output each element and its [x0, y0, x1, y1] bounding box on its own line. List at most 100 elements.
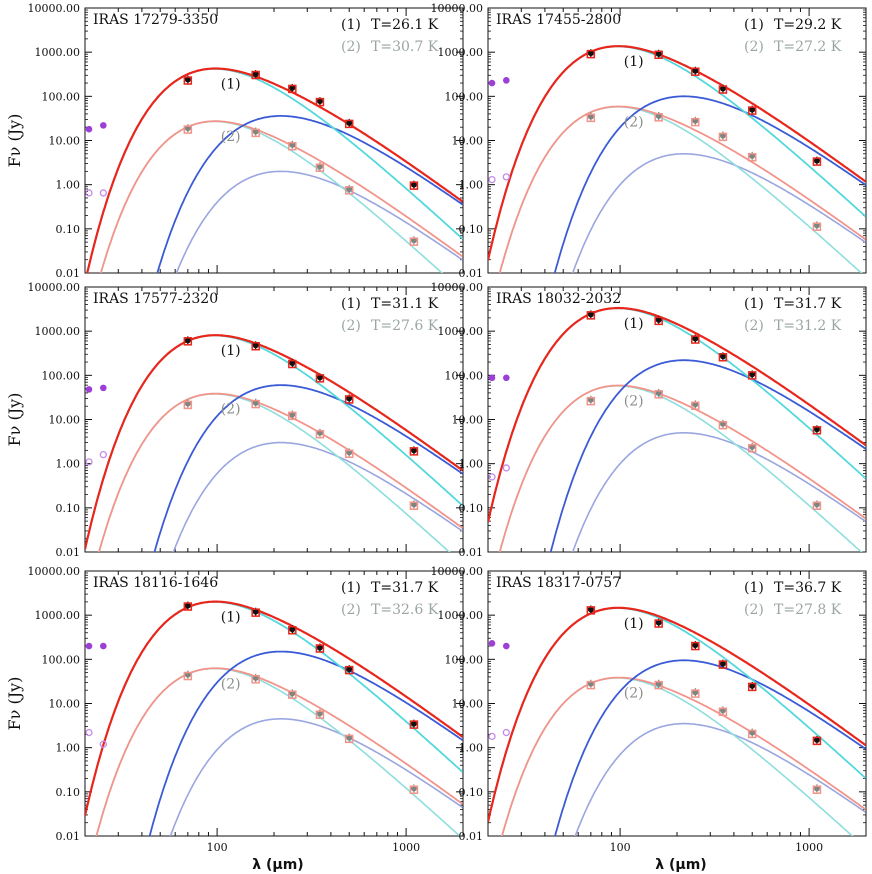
component-2-label: (2) — [744, 602, 764, 618]
component-2-temperature: T=30.7 K — [371, 39, 439, 55]
model-2-total-curve — [99, 120, 463, 273]
iras-point-2 — [488, 175, 496, 184]
y-tick-label: 1.00 — [459, 179, 484, 192]
model-point-1 — [315, 374, 325, 383]
curves — [85, 334, 463, 552]
iras-point-2 — [85, 189, 93, 197]
curve-label-1: (1) — [221, 77, 241, 93]
model-point-2 — [288, 690, 297, 699]
component-2-temperature: T=31.2 K — [774, 318, 842, 334]
model-point-2 — [691, 117, 700, 127]
y-tick-label: 10.00 — [452, 414, 484, 427]
curve-label-2: (2) — [624, 686, 644, 702]
panel-title: IRAS 17455-2800 — [496, 12, 621, 28]
model-2-cold-curve — [175, 170, 463, 273]
model-point-1 — [718, 85, 728, 94]
sed-panel-3: 10000.00 1000.00 100.00 10.00 1.00 0.10 0.01 Fν… — [5, 281, 464, 559]
model-point-2 — [315, 429, 325, 439]
model-point-1 — [183, 602, 193, 611]
model-1-cold-curve — [153, 384, 463, 552]
curves — [488, 45, 866, 273]
model-point-1 — [288, 359, 297, 369]
model-point-2 — [251, 675, 260, 684]
y-tick-label: 0.01 — [56, 830, 81, 843]
model-point-2 — [251, 128, 260, 138]
iras-point-1 — [100, 122, 107, 129]
iras-point-2 — [99, 451, 107, 459]
iras-point-1 — [85, 642, 93, 650]
y-tick-label: 100.00 — [445, 653, 484, 666]
iras-point-2 — [85, 728, 93, 737]
y-tick-label: 10.00 — [452, 698, 484, 711]
model-point-2 — [747, 729, 757, 739]
model-1-total-curve — [85, 334, 463, 550]
y-axis-label: Fν (Jy) — [5, 393, 24, 447]
component-1-label: (1) — [341, 580, 361, 596]
model-2-total-curve — [98, 392, 463, 552]
panel-title: IRAS 17279-3350 — [93, 12, 218, 28]
y-tick-label: 0.10 — [56, 786, 81, 799]
curve-label-1: (1) — [624, 616, 644, 632]
model-point-2 — [183, 671, 193, 681]
model-point-1 — [586, 311, 596, 320]
component-2-label: (2) — [341, 318, 361, 334]
model-point-1 — [654, 619, 663, 628]
iras-point-1 — [503, 77, 510, 84]
component-1-temperature: T=31.1 K — [371, 296, 439, 312]
component-2-temperature: T=27.8 K — [774, 602, 842, 618]
curves — [85, 67, 463, 273]
y-tick-label: 10000.00 — [431, 281, 484, 294]
model-point-2 — [718, 420, 728, 430]
component-2-label: (2) — [341, 602, 361, 618]
y-tick-label: 10000.00 — [28, 565, 81, 578]
component-2-temperature: T=32.6 K — [371, 602, 439, 618]
model-point-1 — [586, 49, 596, 59]
model-point-1 — [691, 641, 700, 651]
panel-title: IRAS 18317-0757 — [496, 575, 621, 591]
iras-point-2 — [99, 740, 107, 748]
curve-label-1: (1) — [221, 343, 241, 359]
y-tick-label: 100.00 — [445, 369, 484, 382]
model-point-1 — [344, 395, 354, 404]
model-point-2 — [718, 707, 728, 716]
model-point-1 — [288, 84, 297, 94]
model-point-1 — [718, 353, 728, 362]
model-point-1 — [183, 76, 193, 85]
y-tick-label: 10000.00 — [28, 281, 81, 294]
y-tick-label: 1.00 — [56, 458, 81, 471]
y-tick-label: 1000.00 — [438, 325, 484, 338]
model-1-total-curve — [488, 606, 866, 823]
model-1-total-curve — [488, 306, 866, 523]
iras-point-2 — [488, 473, 496, 481]
curves — [488, 605, 866, 836]
model-point-1 — [409, 447, 419, 456]
curve-label-1: (1) — [221, 610, 241, 626]
model-2-cold-curve — [169, 718, 463, 836]
curve-label-1: (1) — [624, 54, 644, 70]
iras-point-1 — [100, 384, 107, 392]
component-1-label: (1) — [744, 296, 764, 312]
component-2-temperature: T=27.6 K — [371, 318, 439, 334]
model-point-2 — [812, 785, 822, 794]
model-2-cold-curve — [571, 432, 866, 552]
y-tick-label: 10000.00 — [28, 2, 81, 15]
model-1-total-curve — [86, 67, 463, 273]
model-point-1 — [718, 660, 728, 669]
model-point-1 — [344, 665, 354, 675]
sed-panel-4: 10000.00 1000.00 100.00 10.00 1.00 0.10 0.01 IR… — [431, 281, 867, 559]
curve-label-2: (2) — [221, 676, 241, 692]
component-1-label: (1) — [744, 580, 764, 596]
model-1-warm-curve — [86, 67, 463, 273]
iras-point-2 — [488, 732, 496, 741]
model-point-1 — [812, 736, 822, 746]
y-tick-label: 1.00 — [56, 742, 81, 755]
model-point-2 — [344, 449, 354, 459]
model-point-1 — [183, 337, 193, 346]
component-1-temperature: T=36.7 K — [774, 580, 842, 596]
model-2-warm-curve — [498, 385, 863, 552]
y-tick-label: 0.01 — [56, 267, 81, 280]
iras-point-1 — [503, 374, 510, 382]
iras-point-2 — [502, 728, 510, 737]
y-tick-label: 0.01 — [459, 830, 484, 843]
